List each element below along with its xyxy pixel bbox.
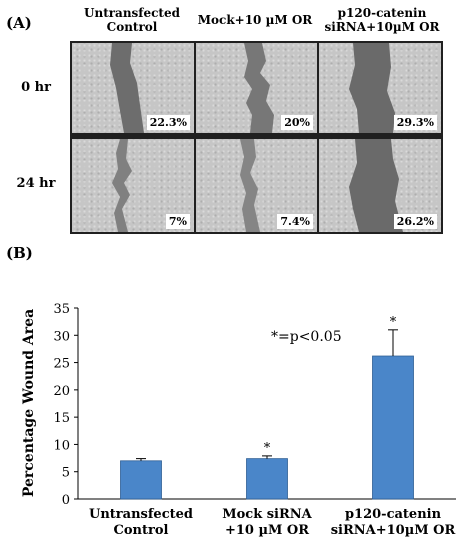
wound-percent-label: 7.4% <box>277 214 313 229</box>
y-tick-label: 5 <box>62 466 70 481</box>
category-label: p120-catenin siRNA+10µM OR <box>331 507 456 538</box>
panel-a-label: (A) <box>6 14 32 32</box>
column-header-untransfected: Untransfected Control <box>84 6 180 34</box>
y-tick-label: 15 <box>53 411 70 426</box>
row-label-0hr: 0 hr <box>21 80 51 95</box>
wound-percent-label: 22.3% <box>146 115 190 130</box>
y-tick-label: 0 <box>62 493 70 508</box>
micrograph-mock-24hr: 7.4% <box>196 139 317 232</box>
micrograph-p120-24hr: 26.2% <box>319 139 441 232</box>
y-tick-label: 30 <box>53 329 70 344</box>
y-tick-label: 25 <box>53 357 70 372</box>
bar <box>372 355 414 500</box>
category-labels: Untransfected Control Mock siRNA +10 µM OR p… <box>89 507 455 538</box>
significance-annotation: *=p<0.05 <box>271 329 342 345</box>
wound-percent-label: 20% <box>281 115 313 130</box>
micrograph-grid: 22.3% 20% 29.3% 7% 7.4% 26.2% <box>70 41 443 234</box>
micrograph-p120-0hr: 29.3% <box>319 43 441 133</box>
y-axis-ticks: 0 5 10 15 20 25 30 35 <box>53 302 78 508</box>
significance-star: * <box>264 441 271 456</box>
micrograph-control-0hr: 22.3% <box>72 43 194 133</box>
row-label-24hr: 24 hr <box>16 176 56 191</box>
wound-percent-label: 7% <box>165 214 190 229</box>
bars <box>120 355 414 500</box>
wound-percent-label: 26.2% <box>393 214 437 229</box>
y-tick-label: 35 <box>53 302 70 317</box>
column-header-mock: Mock+10 µM OR <box>197 13 313 27</box>
column-header-p120: p120-catenin siRNA+10µM OR <box>324 6 440 34</box>
y-tick-label: 10 <box>53 438 70 453</box>
y-axis-label: Percentage Wound Area <box>21 309 37 497</box>
micrograph-mock-0hr: 20% <box>196 43 317 133</box>
wound-percent-label: 29.3% <box>393 115 437 130</box>
category-label: Untransfected Control <box>89 507 193 538</box>
bar <box>120 460 162 500</box>
y-tick-label: 20 <box>53 384 70 399</box>
significance-star: * <box>390 315 397 330</box>
category-label: Mock siRNA +10 µM OR <box>222 507 312 538</box>
micrograph-control-24hr: 7% <box>72 139 194 232</box>
error-bars: ** <box>136 315 398 461</box>
panel-b-label: (B) <box>6 244 33 262</box>
bar <box>246 458 288 500</box>
